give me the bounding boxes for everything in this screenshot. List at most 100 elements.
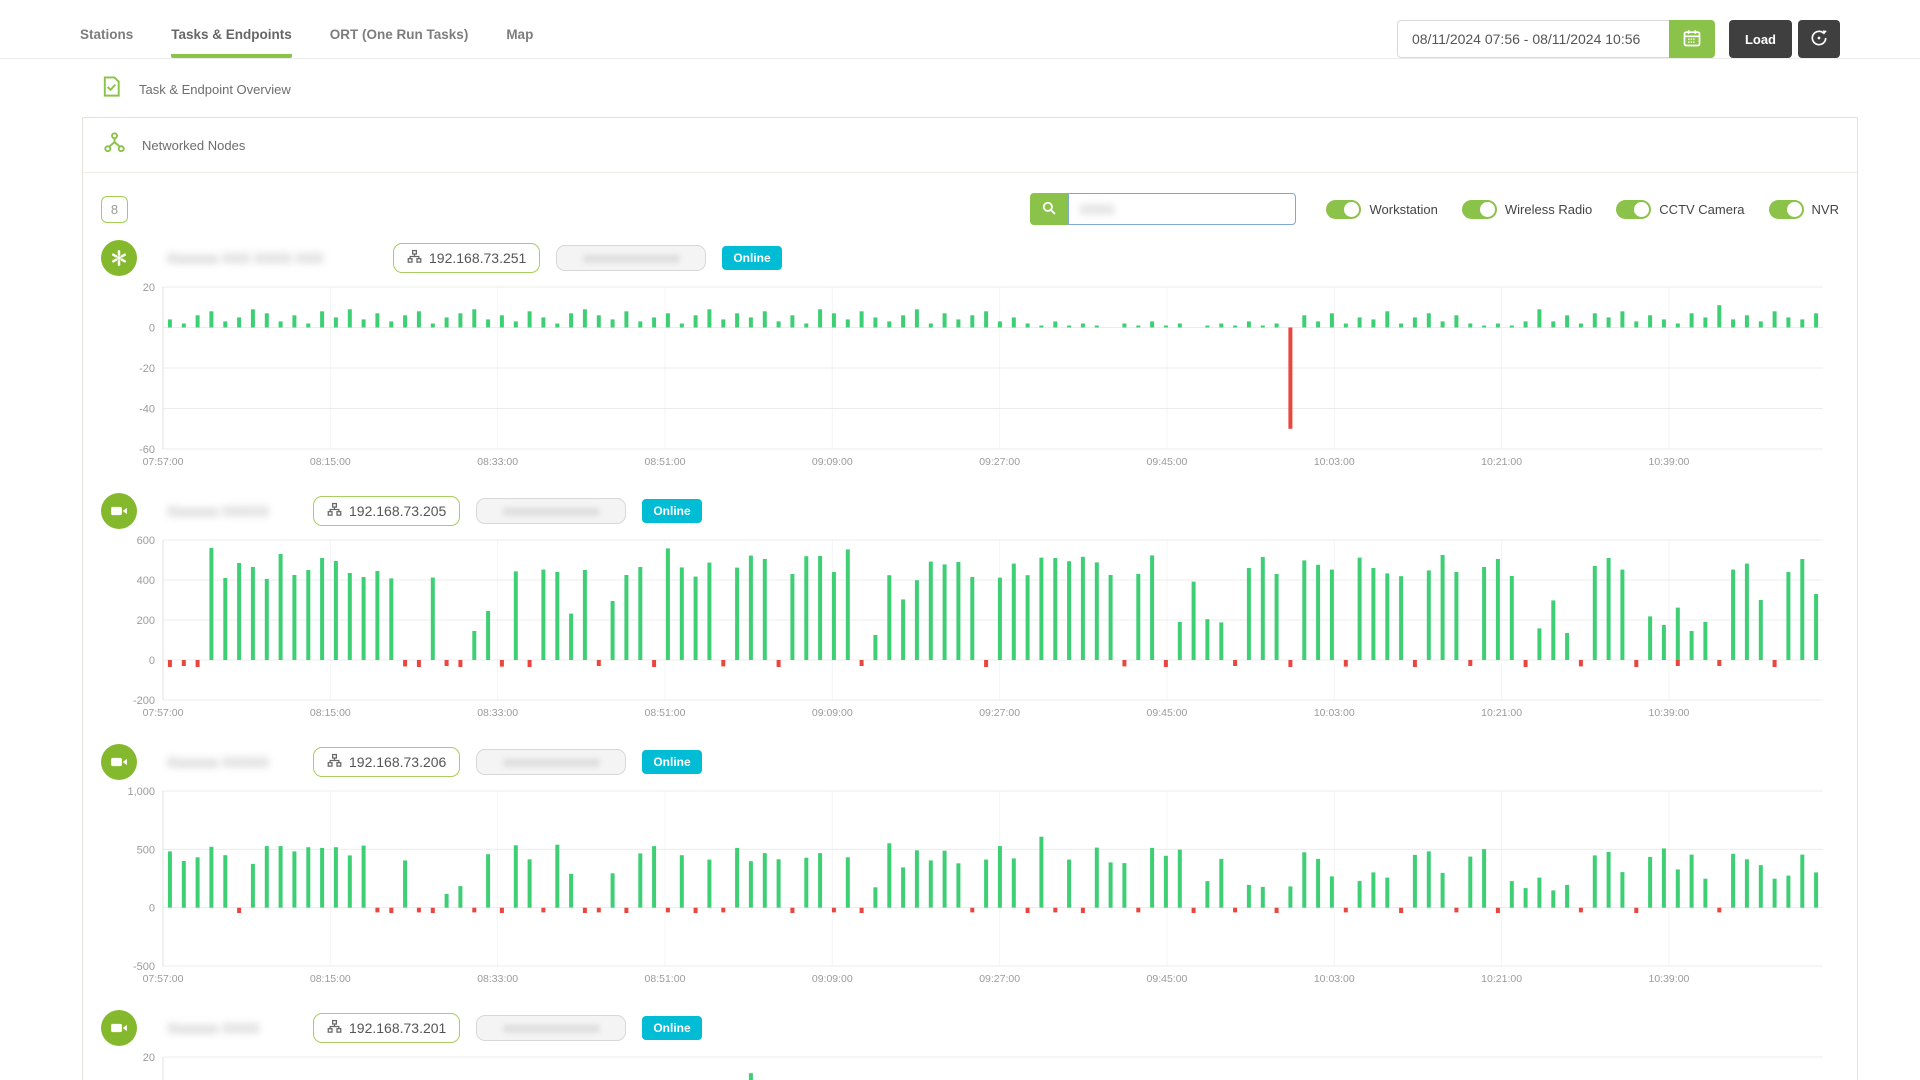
toggle-wireless-radio[interactable]: Wireless Radio bbox=[1461, 199, 1593, 219]
node-chart: 600 400 200 0 -200 07:57:00 08:15:00 08:33:00 08… bbox=[113, 535, 1839, 729]
node-block: Xxxxxxx XXXXX 192.168.73.205 bbox=[101, 492, 1839, 729]
search-icon bbox=[1040, 199, 1058, 220]
toggle-switch[interactable] bbox=[1461, 199, 1497, 219]
serial-number: xxxxxxxxxxxxxxxx bbox=[583, 251, 680, 265]
svg-text:07:57:00: 07:57:00 bbox=[143, 456, 184, 468]
svg-text:09:27:00: 09:27:00 bbox=[979, 707, 1020, 719]
svg-text:10:03:00: 10:03:00 bbox=[1314, 707, 1355, 719]
svg-text:08:15:00: 08:15:00 bbox=[310, 456, 351, 468]
toggle-label: Wireless Radio bbox=[1504, 201, 1593, 217]
status-badge: Online bbox=[642, 750, 702, 774]
camera-icon bbox=[111, 757, 127, 767]
node-type-icon bbox=[101, 240, 137, 276]
toggle-switch[interactable] bbox=[1768, 199, 1804, 219]
ip-address: 192.168.73.206 bbox=[349, 754, 447, 770]
serial-number: xxxxxxxxxxxxxxxx bbox=[503, 1021, 600, 1035]
serial-chip: xxxxxxxxxxxxxxxx bbox=[476, 749, 627, 775]
sitemap-icon bbox=[327, 753, 342, 771]
calendar-icon bbox=[1682, 28, 1702, 51]
header-divider bbox=[0, 58, 1920, 59]
refresh-button[interactable] bbox=[1798, 20, 1840, 58]
tab-tasks-endpoints[interactable]: Tasks & Endpoints bbox=[171, 27, 292, 58]
serial-chip: xxxxxxxxxxxxxxxx bbox=[476, 1015, 627, 1041]
svg-text:20: 20 bbox=[143, 283, 155, 294]
networked-nodes-header[interactable]: Networked Nodes bbox=[83, 118, 1857, 173]
svg-text:600: 600 bbox=[137, 536, 155, 547]
sitemap-icon bbox=[327, 1019, 342, 1037]
toggle-switch[interactable] bbox=[1326, 199, 1362, 219]
tab-stations[interactable]: Stations bbox=[80, 26, 134, 42]
node-block: Xxxxxxx XXXXX 192.168.73.206 bbox=[101, 743, 1839, 995]
camera-icon bbox=[111, 506, 127, 516]
load-button[interactable]: Load bbox=[1728, 20, 1792, 58]
node-count-badge: 8 bbox=[101, 195, 128, 223]
header-controls: 08/11/2024 07:56 - 08/11/2024 10:56 Load bbox=[1396, 20, 1840, 58]
svg-text:09:27:00: 09:27:00 bbox=[979, 973, 1020, 985]
svg-text:10:21:00: 10:21:00 bbox=[1481, 707, 1522, 719]
svg-text:08:15:00: 08:15:00 bbox=[310, 707, 351, 719]
toggle-nvr[interactable]: NVR bbox=[1768, 199, 1839, 219]
svg-text:08:33:00: 08:33:00 bbox=[477, 973, 518, 985]
sitemap-icon bbox=[407, 249, 422, 267]
search-group: XXXX bbox=[1030, 193, 1297, 225]
toggle-workstation[interactable]: Workstation bbox=[1326, 199, 1438, 219]
ip-chip[interactable]: 192.168.73.251 bbox=[393, 243, 541, 273]
svg-text:-20: -20 bbox=[139, 363, 155, 375]
tab-map[interactable]: Map bbox=[506, 26, 534, 42]
node-block: Xxxxxxx XXXX 192.168.73.201 bbox=[101, 1009, 1839, 1080]
panel-body: 8 XXXX bbox=[83, 173, 1857, 1080]
status-badge: Online bbox=[722, 246, 782, 270]
node-name: Xxxxxxx XXXXX bbox=[167, 503, 269, 519]
date-range-input[interactable]: 08/11/2024 07:56 - 08/11/2024 10:56 bbox=[1396, 20, 1669, 58]
ip-address: 192.168.73.201 bbox=[349, 1020, 447, 1036]
ip-chip[interactable]: 192.168.73.201 bbox=[313, 1013, 461, 1043]
svg-text:10:03:00: 10:03:00 bbox=[1314, 456, 1355, 468]
node-header: Xxxxxxx XXXX 192.168.73.201 bbox=[101, 1009, 1839, 1047]
serial-number: xxxxxxxxxxxxxxxx bbox=[503, 504, 600, 518]
networked-nodes-panel: Networked Nodes 8 XXXX bbox=[82, 117, 1858, 1080]
svg-text:10:21:00: 10:21:00 bbox=[1481, 456, 1522, 468]
svg-text:10:39:00: 10:39:00 bbox=[1649, 456, 1690, 468]
controls-right: XXXX Workstation Wireless Radio CCTV Cam… bbox=[1030, 193, 1839, 225]
svg-text:07:57:00: 07:57:00 bbox=[143, 707, 184, 719]
node-name: Xxxxxxx XXX XXXX XXX bbox=[167, 250, 324, 266]
svg-text:-60: -60 bbox=[139, 444, 155, 456]
svg-text:10:21:00: 10:21:00 bbox=[1481, 973, 1522, 985]
camera-icon bbox=[111, 1023, 127, 1033]
ip-chip[interactable]: 192.168.73.205 bbox=[313, 496, 461, 526]
svg-text:09:27:00: 09:27:00 bbox=[979, 456, 1020, 468]
node-name: Xxxxxxx XXXX bbox=[167, 1020, 260, 1036]
toggle-switch[interactable] bbox=[1616, 199, 1652, 219]
tab-ort[interactable]: ORT (One Run Tasks) bbox=[329, 26, 469, 42]
svg-text:500: 500 bbox=[137, 844, 155, 856]
svg-text:0: 0 bbox=[149, 323, 155, 335]
ip-chip[interactable]: 192.168.73.206 bbox=[313, 747, 461, 777]
svg-text:09:45:00: 09:45:00 bbox=[1147, 707, 1188, 719]
svg-text:08:51:00: 08:51:00 bbox=[645, 707, 686, 719]
overview-row[interactable]: Task & Endpoint Overview bbox=[100, 75, 1840, 103]
svg-text:07:57:00: 07:57:00 bbox=[143, 973, 184, 985]
node-chart: 20 0 -20 -40 -60 07:57:00 08:15:00 08:33:00 08:5… bbox=[113, 282, 1839, 478]
svg-text:09:09:00: 09:09:00 bbox=[812, 973, 853, 985]
svg-text:0: 0 bbox=[149, 655, 155, 667]
svg-text:10:39:00: 10:39:00 bbox=[1649, 973, 1690, 985]
search-input[interactable]: XXXX bbox=[1068, 193, 1297, 225]
search-button[interactable] bbox=[1030, 193, 1069, 225]
calendar-button[interactable] bbox=[1668, 20, 1715, 58]
date-range-group: 08/11/2024 07:56 - 08/11/2024 10:56 bbox=[1396, 20, 1715, 58]
svg-text:200: 200 bbox=[137, 615, 155, 627]
toggle-cctv-camera[interactable]: CCTV Camera bbox=[1616, 199, 1745, 219]
filter-toggles: Workstation Wireless Radio CCTV Camera N… bbox=[1326, 199, 1839, 219]
svg-text:-500: -500 bbox=[133, 961, 155, 973]
svg-text:08:33:00: 08:33:00 bbox=[477, 456, 518, 468]
node-header: Xxxxxxx XXXXX 192.168.73.206 bbox=[101, 743, 1839, 781]
nodes-list: Xxxxxxx XXX XXXX XXX 192.168.73.251 bbox=[101, 239, 1839, 1080]
svg-text:08:51:00: 08:51:00 bbox=[645, 973, 686, 985]
svg-text:09:45:00: 09:45:00 bbox=[1147, 973, 1188, 985]
serial-chip: xxxxxxxxxxxxxxxx bbox=[556, 245, 707, 271]
top-header: Stations Tasks & Endpoints ORT (One Run … bbox=[0, 0, 1920, 58]
serial-chip: xxxxxxxxxxxxxxxx bbox=[476, 498, 627, 524]
node-chart: 20 bbox=[113, 1052, 1839, 1080]
search-input-value: XXXX bbox=[1079, 201, 1115, 217]
node-type-icon bbox=[101, 744, 137, 780]
